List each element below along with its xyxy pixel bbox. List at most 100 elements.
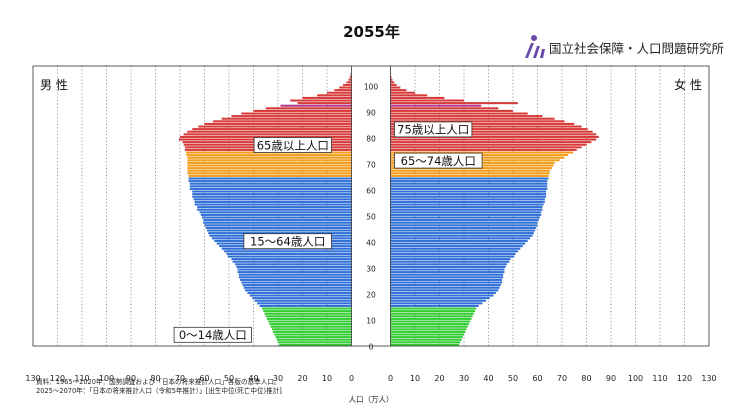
age-65-74-label: 65〜74歳人口 — [394, 152, 483, 169]
female-bar-age-85 — [390, 122, 575, 125]
male-bar-age-29 — [237, 268, 352, 271]
female-bar-age-87 — [390, 117, 555, 120]
x-tick-label: 50 — [224, 374, 234, 383]
female-bar-age-19 — [390, 294, 494, 297]
x-tick-label: 100 — [628, 374, 643, 383]
female-bar-age-61 — [390, 185, 548, 188]
male-bar-age-93 — [297, 102, 352, 105]
age-75-plus-label: 75歳以上人口 — [394, 121, 473, 138]
male-bar-age-101 — [346, 81, 352, 84]
female-bar-age-49 — [390, 216, 540, 219]
male-bar-age-68 — [187, 167, 352, 170]
x-tick-label: 10 — [410, 374, 420, 383]
male-bar-age-7 — [270, 325, 352, 328]
male-label: 男 性 — [40, 78, 68, 92]
male-bar-age-65 — [188, 174, 352, 177]
female-bar-age-82 — [390, 130, 593, 133]
male-bar-age-30 — [236, 265, 352, 268]
x-tick-label: 20 — [297, 374, 307, 383]
female-bar-age-100 — [390, 83, 397, 86]
female-bar-age-56 — [390, 198, 545, 201]
female-bar-age-26 — [390, 276, 504, 279]
male-bar-age-1 — [278, 341, 352, 344]
male-bar-age-22 — [243, 286, 352, 289]
male-bar-age-56 — [193, 198, 352, 201]
female-bar-age-5 — [390, 330, 466, 333]
female-bar-age-27 — [390, 273, 504, 276]
female-bar-age-67 — [390, 169, 550, 172]
ipss-logo: 国立社会保障・人口問題研究所 — [522, 34, 724, 60]
female-bar-age-2 — [390, 338, 462, 341]
male-bar-age-46 — [204, 224, 352, 227]
female-bar-age-40 — [390, 239, 528, 242]
plot-frame — [32, 65, 710, 347]
male-bar-age-63 — [188, 180, 352, 183]
x-tick-label: 30 — [459, 374, 469, 383]
male-bar-age-15 — [259, 304, 352, 307]
female-bar-age-79 — [390, 138, 597, 141]
age-tick-label: 80 — [366, 134, 376, 143]
female-bar-age-25 — [390, 278, 502, 281]
male-bar-age-19 — [249, 294, 352, 297]
male-bar-age-98 — [334, 89, 352, 92]
x-tick-label: 80 — [150, 374, 160, 383]
male-bar-age-85 — [204, 122, 352, 125]
female-bar-age-46 — [390, 224, 538, 227]
male-bar-age-18 — [252, 297, 352, 300]
female-bar-age-31 — [390, 263, 507, 266]
female-bar-age-102 — [390, 78, 393, 81]
male-bar-age-66 — [187, 172, 352, 175]
female-bar-age-16 — [390, 302, 483, 305]
female-bar-age-3 — [390, 336, 463, 339]
female-bar-age-63 — [390, 180, 548, 183]
female-bar-age-4 — [390, 333, 464, 336]
female-bar-age-92 — [390, 104, 482, 107]
male-bar-age-59 — [192, 190, 352, 193]
female-bar-age-60 — [390, 187, 548, 190]
female-bar-age-7 — [390, 325, 468, 328]
male-bar-age-36 — [224, 250, 352, 253]
male-bar-age-53 — [197, 206, 352, 209]
male-bar-age-104 — [350, 73, 352, 76]
male-bar-age-52 — [197, 208, 352, 211]
female-bar-age-55 — [390, 200, 545, 203]
x-tick-label: 70 — [557, 374, 567, 383]
male-bar-age-57 — [192, 195, 352, 198]
male-bar-age-49 — [202, 216, 352, 219]
x-tick-label: 100 — [99, 374, 114, 383]
male-bar-age-100 — [342, 83, 352, 86]
x-axis-label: 人口（万人） — [349, 395, 394, 404]
male-bar-age-92 — [280, 104, 352, 107]
female-bar-age-89 — [390, 112, 528, 115]
female-bar-age-62 — [390, 182, 548, 185]
male-bar-age-62 — [189, 182, 352, 185]
male-bar-age-99 — [339, 86, 352, 89]
male-bar-age-67 — [187, 169, 352, 172]
male-bar-age-94 — [290, 99, 352, 102]
x-tick-label: 90 — [606, 374, 616, 383]
female-bar-age-94 — [390, 99, 464, 102]
male-bar-age-12 — [264, 312, 352, 315]
female-bar-age-44 — [390, 229, 536, 232]
female-label: 女 性 — [674, 77, 702, 92]
age-75-plus-label-text: 75歳以上人口 — [397, 123, 469, 137]
female-bar-age-9 — [390, 320, 471, 323]
male-bar-age-51 — [199, 211, 352, 214]
male-bar-age-71 — [187, 159, 352, 162]
x-tick-label: 30 — [273, 374, 283, 383]
female-bar-age-52 — [390, 208, 543, 211]
female-bar-age-6 — [390, 328, 467, 331]
female-bar-age-11 — [390, 315, 473, 318]
female-bar-age-21 — [390, 289, 499, 292]
female-bar-age-29 — [390, 268, 505, 271]
ipss-logo-icon — [525, 35, 545, 58]
female-bar-age-13 — [390, 310, 476, 313]
male-bar-age-64 — [188, 177, 352, 180]
male-bar-age-89 — [241, 112, 352, 115]
male-bar-age-96 — [317, 94, 352, 97]
male-bar-age-14 — [262, 307, 352, 310]
male-bar-age-17 — [254, 299, 352, 302]
female-bar-age-14 — [390, 307, 477, 310]
female-bar-age-24 — [390, 281, 502, 284]
